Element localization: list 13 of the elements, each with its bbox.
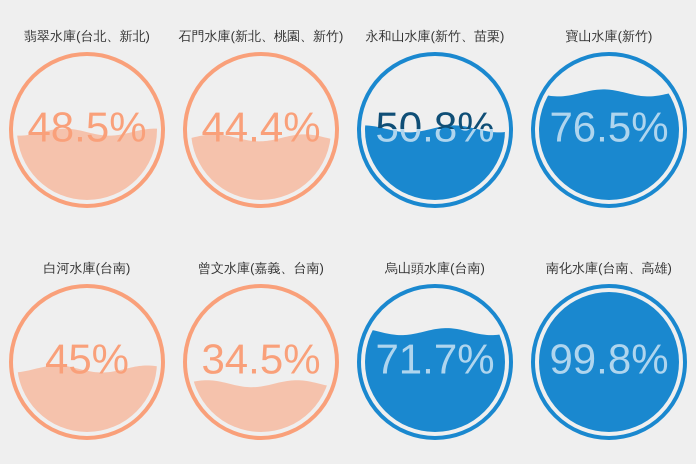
- data-label: 45%: [44, 336, 130, 383]
- category-label: 曾文水庫(嘉義、台南): [198, 260, 324, 276]
- data-label: 71.7%: [375, 336, 495, 383]
- category-label: 白河水庫(台南): [44, 260, 130, 276]
- category-label: 南化水庫(台南、高雄): [546, 260, 672, 276]
- data-label: 34.5%: [201, 336, 321, 383]
- category-label: 烏山頭水庫(台南): [384, 260, 485, 276]
- category-label: 寶山水庫(新竹): [566, 28, 652, 44]
- category-label: 石門水庫(新北、桃園、新竹): [178, 28, 344, 44]
- category-label: 永和山水庫(新竹、苗栗): [366, 28, 504, 44]
- data-label: 76.5%: [549, 104, 669, 151]
- category-label: 翡翠水庫(台北、新北): [24, 28, 150, 44]
- data-label: 99.8%: [549, 336, 669, 383]
